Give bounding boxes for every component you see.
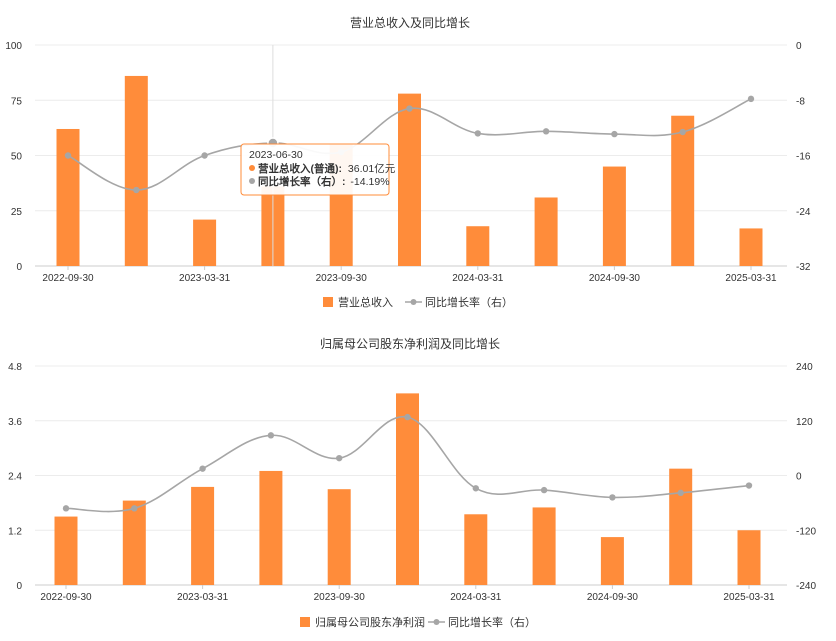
line-point[interactable]: [747, 95, 755, 103]
y2-tick-label: -8: [796, 96, 805, 107]
y2-tick-label: -32: [796, 262, 811, 273]
bar[interactable]: [327, 489, 351, 585]
tooltip-line2-label: 同比增长率（右）:: [258, 175, 346, 188]
tooltip-marker-line: [249, 178, 255, 184]
line-point[interactable]: [474, 130, 481, 137]
legend-swatch-bar: [300, 617, 310, 627]
bar[interactable]: [56, 128, 80, 266]
tooltip-box: [240, 143, 390, 196]
y2-tick-label: 120: [796, 417, 813, 428]
net-profit-chart: 归属母公司股东净利润及同比增长 2022-09-30 2023-03-31 2023…: [8, 337, 816, 629]
y-tick-label: 75: [11, 96, 23, 107]
chart-title: 归属母公司股东净利润及同比增长: [320, 337, 500, 351]
line-point[interactable]: [745, 482, 753, 489]
x-tick-label: 2025-03-31: [723, 592, 775, 603]
legend-swatch-marker: [410, 299, 417, 305]
line-point[interactable]: [133, 186, 140, 194]
bar[interactable]: [191, 486, 215, 585]
bar[interactable]: [466, 226, 490, 266]
bar[interactable]: [464, 514, 488, 585]
legend-label-net-profit: 归属母公司股东净利润: [315, 615, 425, 629]
bar[interactable]: [193, 219, 217, 266]
line-point[interactable]: [336, 454, 343, 462]
chart-tooltip: 2023-06-30 营业总收入(普通): 36.01亿元 同比增长率（右）: …: [240, 143, 396, 196]
tooltip-marker-bar: [249, 165, 255, 171]
x-tick-label: 2024-03-31: [450, 592, 502, 603]
line-point[interactable]: [62, 505, 70, 512]
bar[interactable]: [124, 75, 148, 266]
x-tick-label: 2023-03-31: [177, 592, 229, 603]
legend-label-revenue: 营业总收入: [338, 295, 393, 309]
y-tick-label: 1.2: [8, 526, 22, 537]
tooltip-date: 2023-06-30: [249, 149, 303, 161]
line-point[interactable]: [131, 505, 138, 512]
line-point[interactable]: [404, 413, 411, 421]
y-tick-label: 50: [11, 152, 23, 163]
bar[interactable]: [54, 516, 78, 585]
bar[interactable]: [739, 228, 763, 266]
y2-tick-label: -120: [796, 526, 816, 537]
y-tick-label: 0: [16, 262, 22, 273]
line-point[interactable]: [540, 486, 548, 494]
line-point[interactable]: [64, 152, 72, 159]
y2-tick-label: -240: [796, 581, 816, 592]
tooltip-line1-label: 营业总收入(普通):: [258, 162, 342, 175]
tooltip-line2-value: -14.19%: [350, 176, 389, 188]
x-tick-label: 2024-09-30: [589, 273, 641, 284]
x-tick-label: 2023-03-31: [179, 273, 231, 284]
bar[interactable]: [122, 500, 146, 585]
legend-label-growth: 同比增长率（右）: [448, 615, 536, 629]
legend-swatch-bar: [323, 297, 333, 307]
bar[interactable]: [737, 530, 761, 585]
bar[interactable]: [396, 393, 419, 585]
x-tick-label: 2025-03-31: [725, 273, 777, 284]
x-tick-label: 2023-09-30: [314, 592, 366, 603]
x-tick-label: 2023-09-30: [316, 273, 368, 284]
line-point[interactable]: [201, 152, 208, 159]
line-point[interactable]: [472, 485, 479, 492]
y2-tick-label: 0: [796, 41, 802, 52]
chart-legend: 营业总收入 同比增长率（右）: [323, 295, 513, 309]
line-point[interactable]: [267, 432, 275, 439]
bar[interactable]: [600, 537, 624, 585]
legend-swatch-marker: [433, 619, 440, 625]
y-tick-label: 3.6: [8, 417, 22, 428]
y2-tick-label: -16: [796, 152, 811, 163]
line-point[interactable]: [609, 494, 616, 501]
y-tick-label: 25: [11, 207, 23, 218]
legend-label-growth: 同比增长率（右）: [425, 295, 513, 309]
y-tick-label: 2.4: [8, 472, 22, 483]
x-tick-label: 2024-09-30: [587, 592, 639, 603]
line-point[interactable]: [542, 128, 550, 135]
x-tick-label: 2022-09-30: [40, 592, 92, 603]
tooltip-line1-value: 36.01亿元: [348, 162, 396, 175]
y-tick-label: 0: [16, 581, 22, 592]
x-tick-label: 2024-03-31: [452, 273, 504, 284]
y2-tick-label: 240: [796, 362, 813, 373]
bar[interactable]: [671, 115, 695, 266]
y2-tick-label: -24: [796, 207, 811, 218]
x-tick-label: 2022-09-30: [42, 273, 94, 284]
bar[interactable]: [602, 166, 626, 266]
bar[interactable]: [259, 470, 283, 585]
bar[interactable]: [532, 507, 556, 585]
line-point[interactable]: [199, 465, 206, 472]
y-tick-label: 4.8: [8, 362, 22, 373]
bar[interactable]: [669, 468, 693, 585]
chart-legend: 归属母公司股东净利润 同比增长率（右）: [300, 615, 536, 629]
tooltip-line1: 营业总收入(普通): 36.01亿元: [258, 162, 396, 175]
line-point[interactable]: [677, 489, 684, 497]
chart-title: 营业总收入及同比增长: [350, 16, 470, 30]
tooltip-line2: 同比增长率（右）: -14.19%: [258, 175, 390, 188]
bar[interactable]: [534, 197, 558, 266]
line-point[interactable]: [679, 128, 686, 136]
y-tick-label: 100: [5, 41, 22, 52]
y2-tick-label: 0: [796, 472, 802, 483]
revenue-chart: 营业总收入及同比增长 2022-09-30 2023-03-31 2023-09-3…: [5, 16, 811, 309]
bar[interactable]: [398, 93, 421, 267]
line-point[interactable]: [611, 130, 618, 138]
line-point[interactable]: [406, 105, 413, 112]
